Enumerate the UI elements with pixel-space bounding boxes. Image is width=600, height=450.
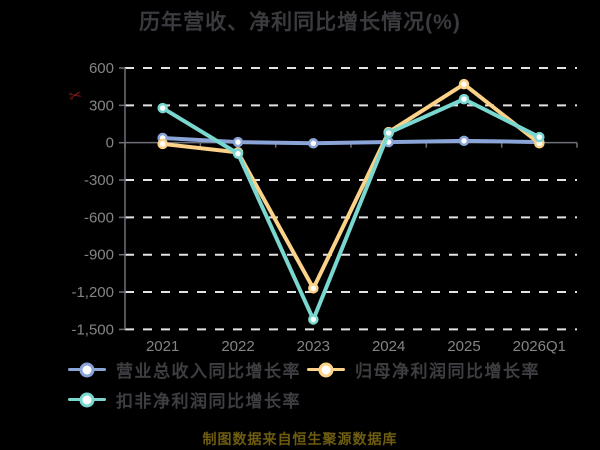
- data-point-marker: [308, 138, 319, 149]
- x-tick-label: 2022: [221, 338, 254, 355]
- chart-title: 历年营收、净利同比增长情况(%): [139, 11, 461, 34]
- data-point-marker: [458, 78, 470, 90]
- y-tick-label: 600: [89, 60, 114, 77]
- data-point-marker: [157, 102, 168, 114]
- legend-marker-revenue: [68, 362, 106, 377]
- legend-item-net-profit-growth[interactable]: 归母净利润同比增长率: [307, 361, 540, 381]
- legend-item-deducted-net-profit-growth[interactable]: 扣非净利润同比增长率: [68, 391, 301, 411]
- x-tick-label: 2023: [297, 338, 330, 355]
- y-tick-label: 0: [106, 135, 114, 152]
- legend-item-total-revenue-growth[interactable]: 营业总收入同比增长率: [68, 361, 301, 381]
- x-tick-label: 2026Q1: [513, 338, 566, 355]
- y-tick-label: -900: [84, 247, 114, 264]
- data-point-marker: [383, 127, 394, 139]
- data-point-marker: [232, 148, 244, 159]
- y-tick-label: -600: [84, 209, 114, 226]
- data-point-marker: [308, 283, 319, 294]
- data-point-marker: [458, 135, 470, 147]
- x-tick-label: 2025: [447, 338, 480, 355]
- legend-label: 营业总收入同比增长率: [116, 362, 301, 381]
- y-tick-label: -1,500: [71, 321, 114, 338]
- y-tick-label: -300: [84, 172, 114, 189]
- data-point-marker: [534, 131, 545, 143]
- series-line: [160, 97, 542, 322]
- data-point-marker: [232, 136, 244, 148]
- x-tick-label: 2021: [146, 338, 179, 355]
- legend-label: 扣非净利润同比增长率: [116, 392, 301, 411]
- data-point-marker: [157, 138, 168, 150]
- data-source-note: 制图数据来自恒生聚源数据库: [202, 431, 398, 447]
- series-line: [160, 135, 542, 146]
- data-point-marker: [308, 314, 319, 325]
- y-tick-label: 300: [89, 97, 114, 114]
- x-tick-label: 2024: [372, 338, 405, 355]
- legend-label: 归母净利润同比增长率: [355, 362, 540, 381]
- series-line: [160, 82, 542, 291]
- legend-marker-deducted-profit: [68, 392, 106, 407]
- legend-marker-net-profit: [307, 362, 345, 377]
- data-point-marker: [458, 93, 470, 105]
- y-tick-label: -1,200: [71, 284, 114, 301]
